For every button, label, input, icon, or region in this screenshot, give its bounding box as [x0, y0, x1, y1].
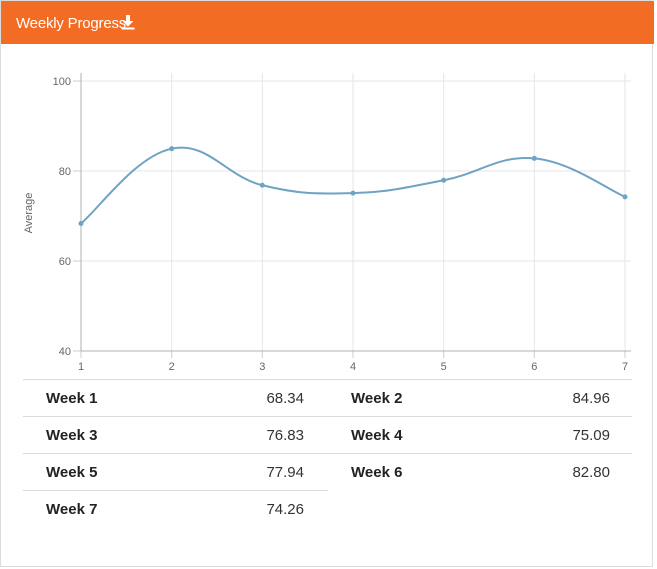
data-point: [531, 155, 537, 161]
x-tick-label: 4: [350, 361, 356, 373]
download-icon[interactable]: [121, 14, 135, 30]
table-row: Week 5 77.94: [23, 453, 328, 490]
week-label: Week 2: [351, 390, 403, 407]
week-value: 68.34: [266, 390, 304, 407]
chart-grid: [73, 73, 631, 358]
data-point: [350, 190, 356, 196]
y-axis-label: Average: [23, 193, 35, 234]
y-tick-label: 80: [59, 166, 71, 178]
week-label: Week 7: [46, 501, 98, 518]
x-tick-label: 5: [441, 361, 447, 373]
x-tick-label: 1: [78, 361, 84, 373]
week-value: 77.94: [266, 464, 304, 481]
table-row: Week 2 84.96: [328, 379, 632, 416]
table-row: Week 3 76.83: [23, 416, 328, 453]
y-tick-label: 60: [59, 256, 71, 268]
panel-header: Weekly Progress: [1, 1, 654, 44]
data-point: [622, 194, 628, 200]
y-tick-label: 40: [59, 346, 71, 358]
week-value: 74.26: [266, 501, 304, 518]
week-label: Week 6: [351, 464, 403, 481]
chart-ticks: 40 60 80 100 1 2 3 4 5 6 7: [53, 76, 628, 373]
data-point: [169, 146, 175, 152]
x-tick-label: 7: [622, 361, 628, 373]
chart-axes: [80, 73, 631, 352]
x-tick-label: 3: [259, 361, 265, 373]
table-row: Week 7 74.26: [23, 490, 328, 527]
data-point: [441, 177, 447, 183]
data-point: [78, 220, 84, 226]
data-point: [259, 182, 265, 188]
table-row: Week 1 68.34: [23, 379, 328, 416]
week-value: 82.80: [572, 464, 610, 481]
week-label: Week 1: [46, 390, 98, 407]
line-chart: 40 60 80 100 1 2 3 4 5 6 7 Average: [23, 73, 631, 373]
week-label: Week 4: [351, 427, 403, 444]
series-points: [78, 146, 628, 226]
y-tick-label: 100: [53, 76, 71, 88]
week-value: 84.96: [572, 390, 610, 407]
panel-title: Weekly Progress: [16, 15, 127, 32]
week-value: 76.83: [266, 427, 304, 444]
table-row: Week 4 75.09: [328, 416, 632, 453]
x-tick-label: 2: [169, 361, 175, 373]
week-value: 75.09: [572, 427, 610, 444]
week-label: Week 3: [46, 427, 98, 444]
table-row: Week 6 82.80: [328, 453, 632, 490]
week-label: Week 5: [46, 464, 98, 481]
x-tick-label: 6: [531, 361, 537, 373]
